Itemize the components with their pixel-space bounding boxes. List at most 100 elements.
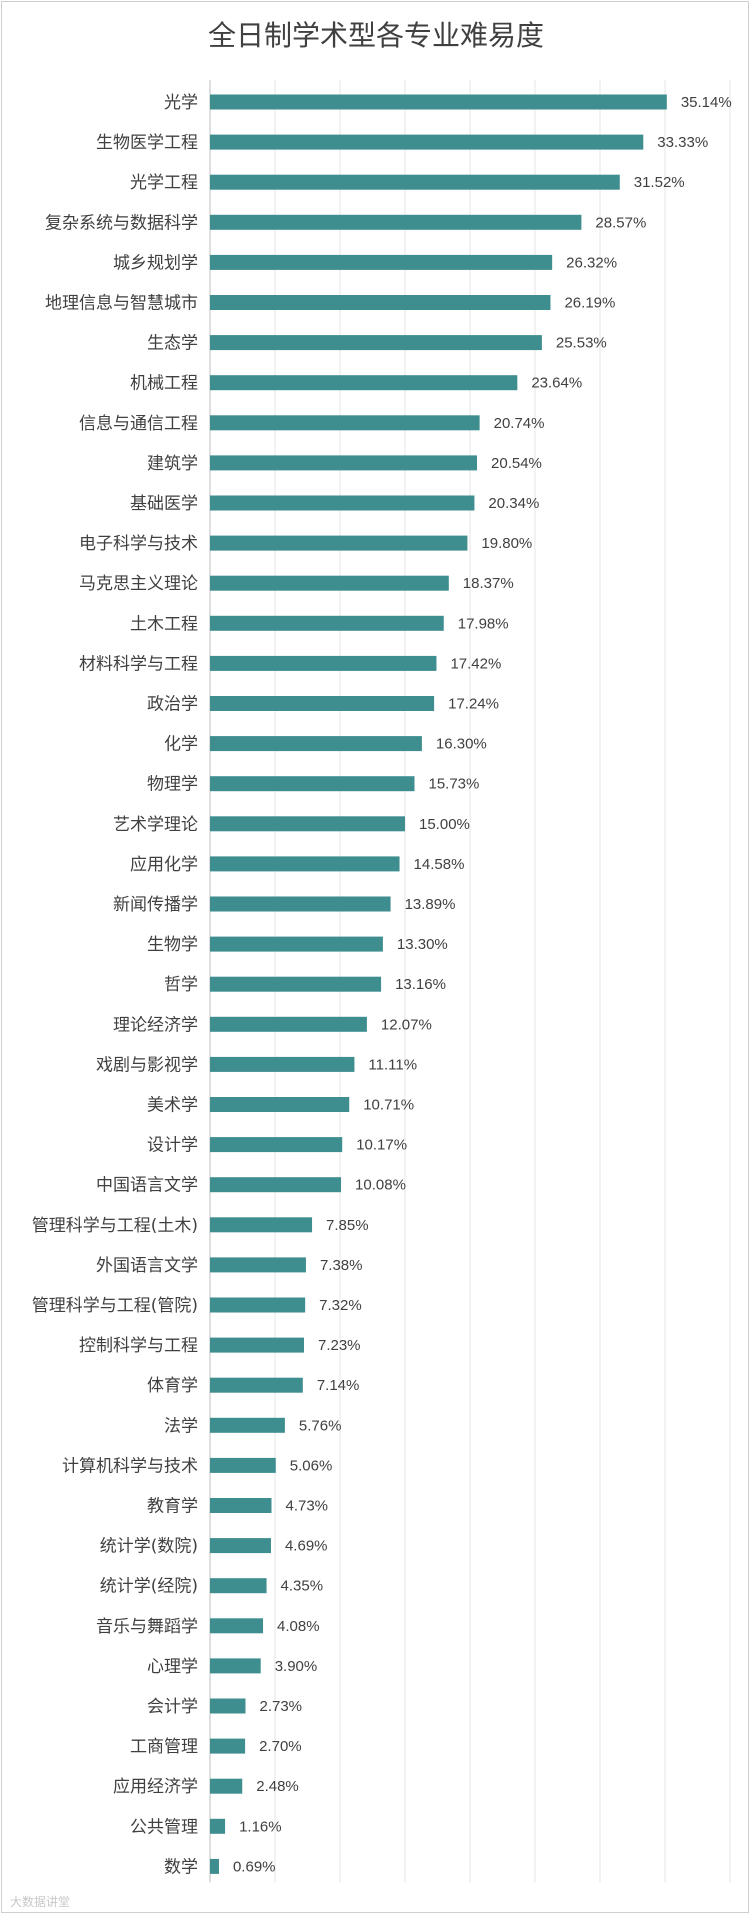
category-label: 物理学	[147, 775, 198, 795]
value-label: 7.38%	[320, 1257, 363, 1274]
value-label: 7.85%	[326, 1217, 369, 1234]
bar	[210, 1457, 276, 1473]
bar	[210, 335, 542, 351]
category-label: 化学	[164, 735, 198, 755]
category-label: 统计学(经院)	[100, 1577, 198, 1597]
category-label: 管理科学与工程(土木)	[32, 1216, 198, 1236]
category-label: 会计学	[147, 1697, 198, 1717]
value-label: 4.73%	[285, 1498, 328, 1515]
category-label: 生物学	[147, 935, 198, 955]
category-label: 计算机科学与技术	[62, 1456, 198, 1476]
category-label: 生态学	[147, 334, 198, 354]
bar	[210, 375, 518, 391]
bar	[210, 214, 582, 230]
bar	[210, 1217, 313, 1233]
bar	[210, 615, 444, 631]
category-label: 建筑学	[147, 454, 198, 474]
value-label: 26.32%	[566, 254, 617, 271]
bar	[210, 575, 449, 591]
bar	[210, 1658, 261, 1674]
bar	[210, 1297, 306, 1313]
bar	[210, 1698, 246, 1714]
category-label: 材料科学与工程	[79, 654, 198, 674]
bar	[210, 856, 400, 872]
bar	[210, 455, 478, 471]
bar	[210, 776, 415, 792]
category-label: 土木工程	[130, 614, 198, 634]
value-label: 18.37%	[463, 575, 514, 592]
category-label: 光学工程	[130, 173, 198, 193]
value-label: 35.14%	[681, 94, 732, 111]
bar	[210, 1337, 304, 1353]
value-label: 2.70%	[259, 1738, 302, 1755]
value-label: 20.34%	[488, 495, 539, 512]
category-label: 复杂系统与数据科学	[45, 213, 198, 233]
bar	[210, 495, 475, 511]
bar	[210, 1858, 219, 1874]
value-label: 25.53%	[556, 335, 607, 352]
category-label: 工商管理	[130, 1737, 198, 1757]
value-label: 12.07%	[381, 1016, 432, 1033]
value-label: 31.52%	[634, 174, 685, 191]
bar	[210, 976, 382, 992]
value-label: 13.89%	[405, 896, 456, 913]
category-label: 机械工程	[130, 374, 198, 394]
value-label: 33.33%	[657, 134, 708, 151]
value-label: 14.58%	[414, 856, 465, 873]
bar	[210, 816, 405, 832]
bar	[210, 1818, 226, 1834]
category-label: 地理信息与智慧城市	[45, 294, 198, 314]
bar	[210, 896, 391, 912]
value-label: 2.48%	[256, 1778, 299, 1795]
value-label: 17.42%	[450, 655, 501, 672]
category-label: 城乡规划学	[113, 253, 198, 273]
category-label: 美术学	[147, 1096, 198, 1116]
category-label: 控制科学与工程	[79, 1336, 198, 1356]
value-label: 28.57%	[595, 214, 646, 231]
value-label: 17.24%	[448, 696, 499, 713]
category-label: 哲学	[164, 975, 198, 995]
category-label: 电子科学与技术	[79, 534, 198, 554]
value-label: 17.98%	[458, 615, 509, 632]
value-label: 13.16%	[395, 976, 446, 993]
watermark: 大数据讲堂	[10, 1895, 71, 1909]
bar	[210, 1016, 367, 1032]
category-label: 音乐与舞蹈学	[96, 1617, 198, 1637]
bar	[210, 1538, 271, 1554]
value-label: 2.73%	[259, 1698, 302, 1715]
category-label: 艺术学理论	[113, 815, 198, 835]
category-label: 生物医学工程	[96, 133, 198, 153]
category-label: 理论经济学	[113, 1015, 198, 1035]
chart-title: 全日制学术型各专业难易度	[207, 19, 544, 52]
value-label: 10.08%	[355, 1177, 406, 1194]
value-label: 15.73%	[428, 776, 479, 793]
category-label: 新闻传播学	[113, 895, 198, 915]
value-label: 3.90%	[275, 1658, 318, 1675]
category-label: 政治学	[147, 695, 198, 715]
category-label: 信息与通信工程	[79, 414, 198, 434]
value-label: 20.54%	[491, 455, 542, 472]
value-label: 0.69%	[233, 1858, 276, 1875]
bar	[210, 535, 468, 551]
value-label: 26.19%	[564, 295, 615, 312]
bar	[210, 174, 620, 190]
value-label: 20.74%	[494, 415, 545, 432]
value-label: 7.14%	[317, 1377, 360, 1394]
bar	[210, 736, 422, 752]
bar	[210, 1137, 343, 1153]
value-label: 4.69%	[285, 1538, 328, 1555]
category-label: 心理学	[147, 1657, 198, 1677]
bar	[210, 254, 553, 270]
value-label: 19.80%	[481, 535, 532, 552]
value-label: 5.06%	[290, 1457, 333, 1474]
category-label: 设计学	[147, 1136, 198, 1156]
value-label: 4.35%	[281, 1578, 324, 1595]
value-label: 15.00%	[419, 816, 470, 833]
value-label: 13.30%	[397, 936, 448, 953]
bar	[210, 415, 480, 431]
bar	[210, 1738, 246, 1754]
bar	[210, 1618, 264, 1634]
category-label: 体育学	[147, 1376, 198, 1396]
value-label: 7.32%	[319, 1297, 362, 1314]
bar	[210, 1778, 243, 1794]
